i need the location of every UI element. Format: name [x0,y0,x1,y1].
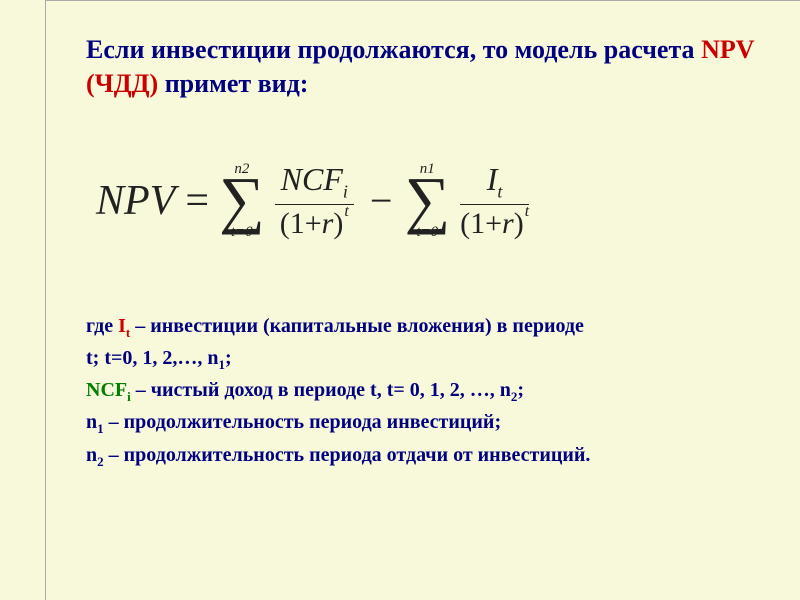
l1-it-base: I [118,315,126,337]
formula-minus: − [370,177,393,224]
title-pre: Если инвестиции продолжаются, то модель … [86,35,701,64]
frac1-den-open: (1+ [280,207,322,241]
slide-title: Если инвестиции продолжаются, то модель … [86,33,760,101]
legend-line4: n1 – продолжительность периода инвестици… [86,407,760,439]
legend-line5: n2 – продолжительность периода отдачи от… [86,440,760,472]
frac1-den: (1+r)t [280,205,349,241]
legend: где It – инвестиции (капитальные вложени… [86,311,760,472]
l2-pre: t; t=0, 1, 2,…, n [86,347,219,369]
title-post: примет вид: [158,69,308,98]
sum2: n1 ∑ t=0 [404,162,450,240]
l2-post: ; [225,347,232,369]
frac1-num: NCFi [275,161,354,204]
frac2-num-sub: t [497,181,502,201]
l3-ncf: NCFi [86,379,131,401]
frac2-num-base: I [487,161,498,197]
l1-post: – инвестиции (капитальные вложения) в пе… [130,315,584,337]
formula-eq: = [185,177,209,225]
frac2-den: (1+r)t [460,205,529,241]
frac1-den-close: ) [333,207,343,241]
frac2-den-exp: t [525,203,529,221]
sum1-sigma: ∑ [219,173,265,227]
frac1-den-exp: t [344,203,348,221]
sum2-sigma: ∑ [404,173,450,227]
frac2-den-close: ) [514,207,524,241]
slide-frame: Если инвестиции продолжаются, то модель … [45,0,800,600]
frac2: It (1+r)t [460,161,529,241]
frac1-num-base: NCF [281,161,343,197]
frac1-num-sub: i [343,181,348,201]
frac2-den-r: r [502,207,514,241]
l4-pre: n [86,411,97,433]
sum1: n2 ∑ t=0 [219,162,265,240]
formula-lhs: NPV [96,177,175,225]
legend-line1: где It – инвестиции (капитальные вложени… [86,311,760,343]
frac1-den-r: r [322,207,334,241]
l3-ncf-base: NCF [86,379,127,401]
sum2-lower: t=0 [416,225,438,240]
sum1-lower: t=0 [231,225,253,240]
l1-pre: где [86,315,118,337]
l3-end: ; [517,379,524,401]
frac2-den-open: (1+ [460,207,502,241]
l1-it: It [118,315,130,337]
l4-post: – продолжительность периода инвестиций; [104,411,501,433]
legend-line3: NCFi – чистый доход в периоде t, t= 0, 1… [86,375,760,407]
npv-formula: NPV = n2 ∑ t=0 NCFi (1+r)t − n1 ∑ t=0 It [96,161,760,241]
legend-line2: t; t=0, 1, 2,…, n1; [86,343,760,375]
frac2-num: It [481,161,509,204]
l5-pre: n [86,444,97,466]
l3-post: – чистый доход в периоде t, t= 0, 1, 2, … [131,379,511,401]
frac1: NCFi (1+r)t [275,161,354,241]
l5-post: – продолжительность периода отдачи от ин… [104,444,591,466]
